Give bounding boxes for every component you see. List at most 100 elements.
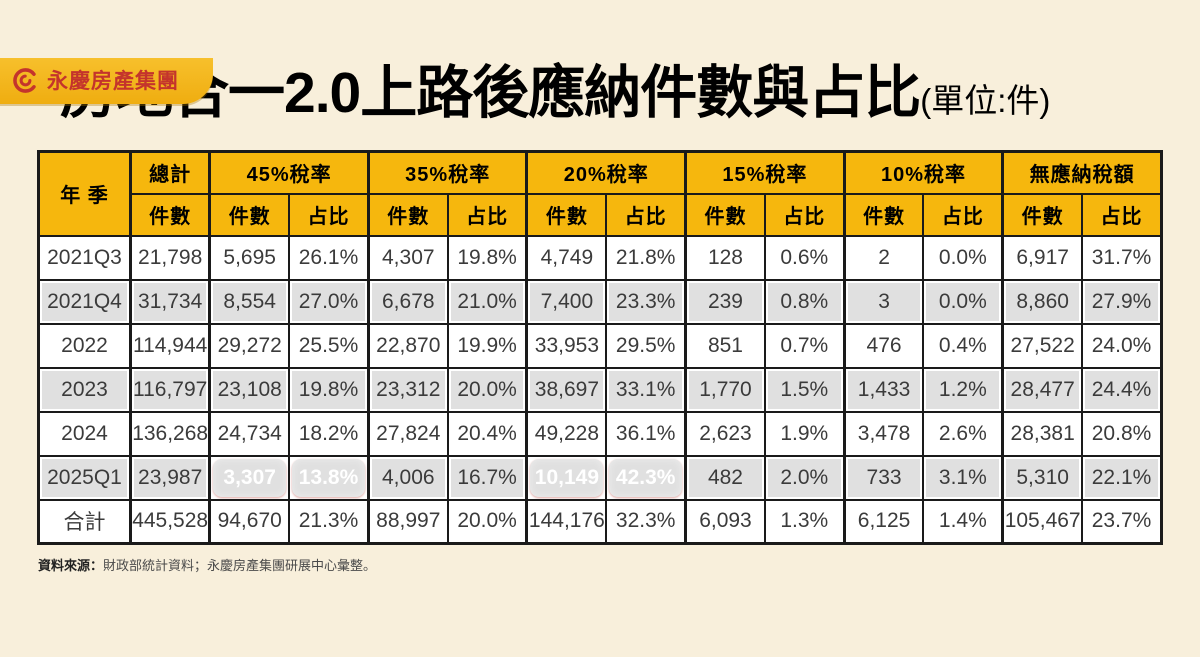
cell-value: 136,268 [132, 421, 209, 445]
cell-value: 1.2% [926, 370, 1000, 409]
header-subcolumn: 件數 [525, 192, 608, 237]
row-label-text: 2024 [61, 421, 108, 445]
header-subcolumn: 件數 [1001, 192, 1084, 237]
header-subcolumn: 占比 [605, 192, 687, 237]
table-cell: 19.8% [446, 234, 528, 281]
cell-value: 19.8% [457, 245, 517, 269]
table-cell: 20.8% [1081, 410, 1163, 457]
cell-value: 38,697 [530, 370, 604, 409]
cell-value: 26.1% [298, 245, 359, 269]
cell-value: 33.1% [609, 370, 683, 409]
table-cell: 10,149 [525, 454, 608, 501]
cell-value: 88,997 [376, 509, 441, 533]
cell-value: 29.5% [615, 333, 676, 357]
table-cell: 24,734 [208, 410, 291, 457]
cell-value: 2 [878, 245, 890, 269]
header-group: 總計 [128, 150, 211, 195]
cell-value: 28,381 [1010, 421, 1075, 445]
table-cell: 1.3% [763, 498, 846, 545]
table-cell: 33,953 [525, 322, 608, 369]
table-cell: 28,381 [1001, 410, 1084, 457]
header-group: 10%稅率 [842, 150, 1004, 195]
cell-value: 5,695 [223, 245, 276, 269]
table-cell: 3,478 [842, 410, 925, 457]
cell-value: 29,272 [217, 333, 282, 357]
table-cell: 21,798 [128, 234, 211, 281]
table-cell: 0.0% [922, 278, 1004, 325]
title-emphasis: 應納件數與占比 [528, 61, 921, 125]
table-cell: 2.6% [922, 410, 1004, 457]
row-label: 2021Q3 [37, 234, 132, 281]
table-cell: 38,697 [525, 366, 608, 413]
cell-value: 7,400 [530, 282, 604, 321]
table-cell: 6,678 [366, 278, 449, 325]
cell-value: 1.4% [938, 509, 987, 533]
table-cell: 105,467 [1001, 498, 1084, 545]
cell-value: 1,770 [689, 370, 762, 409]
table-cell: 27,824 [366, 410, 449, 457]
cell-value: 16.7% [450, 458, 524, 497]
cell-value: 19.8% [292, 370, 365, 409]
cell-value: 114,944 [132, 333, 208, 357]
table-cell: 22,870 [366, 322, 449, 369]
table-cell: 24.0% [1081, 322, 1163, 369]
table-cell: 5,695 [208, 234, 291, 281]
table-cell: 0.0% [922, 234, 1004, 281]
row-label-text: 2023 [42, 370, 127, 409]
table-cell: 2.0% [763, 454, 846, 501]
table-row: 2021Q4 31,734 8,554 27.0% 6,678 21.0% 7,400 23.… [37, 278, 1163, 325]
table-header: 年 季總計 45%稅率 35%稅率 20%稅率 15%稅率 10%稅率 無應納稅額 件數 件數占… [37, 150, 1163, 237]
table-cell: 476 [842, 322, 925, 369]
cell-value: 21.0% [450, 282, 524, 321]
row-label-text: 2022 [61, 333, 108, 357]
table-cell: 26.1% [288, 234, 370, 281]
table-cell: 21.3% [288, 498, 370, 545]
table-row: 2023 116,797 23,108 19.8% 23,312 20.0% 38,697 3… [37, 366, 1163, 413]
cell-value: 8,554 [213, 282, 287, 321]
row-label-text: 2021Q3 [47, 245, 122, 269]
table-cell: 0.6% [763, 234, 846, 281]
table-cell: 2,623 [684, 410, 766, 457]
table-cell: 21.0% [446, 278, 528, 325]
table-cell: 94,670 [208, 498, 291, 545]
cell-value: 33,953 [534, 333, 599, 357]
cell-value: 28,477 [1006, 370, 1080, 409]
header-subcolumn: 件數 [684, 192, 766, 237]
cell-value: 31.7% [1091, 245, 1152, 269]
cell-value: 0.0% [926, 282, 1000, 321]
table-row: 2024 136,268 24,734 18.2% 27,824 20.4% 49,228 3… [37, 410, 1163, 457]
page-title: 房地合一2.0上路後應納件數與占比(單位:件) [60, 58, 1200, 136]
table-cell: 6,093 [684, 498, 766, 545]
header-subcolumn: 件數 [128, 192, 211, 237]
table-cell: 1.9% [763, 410, 846, 457]
cell-value: 94,670 [217, 509, 282, 533]
cell-value: 128 [707, 245, 743, 269]
row-label: 2023 [37, 366, 132, 413]
table-cell: 116,797 [128, 366, 211, 413]
cell-value: 445,528 [132, 509, 209, 533]
cell-value: 21.8% [615, 245, 676, 269]
table-cell: 27.9% [1081, 278, 1163, 325]
table-cell: 2 [842, 234, 925, 281]
cell-value: 6,917 [1016, 245, 1069, 269]
table-cell: 1,770 [684, 366, 766, 413]
source-text: 財政部統計資料；永慶房產集團研展中心彙整。 [103, 558, 377, 573]
cell-value: 20.0% [457, 509, 517, 533]
tax-table: 年 季總計 45%稅率 35%稅率 20%稅率 15%稅率 10%稅率 無應納稅額 件數 件數占… [37, 150, 1163, 545]
cell-value: 0.8% [767, 282, 841, 321]
cell-value: 32.3% [615, 509, 676, 533]
table-cell: 31,734 [128, 278, 211, 325]
table-cell: 136,268 [128, 410, 211, 457]
cell-value: 0.0% [938, 245, 987, 269]
table-cell: 27,522 [1001, 322, 1084, 369]
table-cell: 482 [684, 454, 766, 501]
header-subcolumn: 占比 [446, 192, 528, 237]
table-cell: 4,749 [525, 234, 608, 281]
header-group: 45%稅率 [208, 150, 370, 195]
cell-value: 0.7% [780, 333, 829, 357]
yungching-logo-icon [12, 67, 39, 94]
cell-value: 20.8% [1091, 421, 1152, 445]
cell-value: 105,467 [1004, 509, 1081, 533]
table-cell: 1.5% [763, 366, 846, 413]
table-cell: 851 [684, 322, 766, 369]
